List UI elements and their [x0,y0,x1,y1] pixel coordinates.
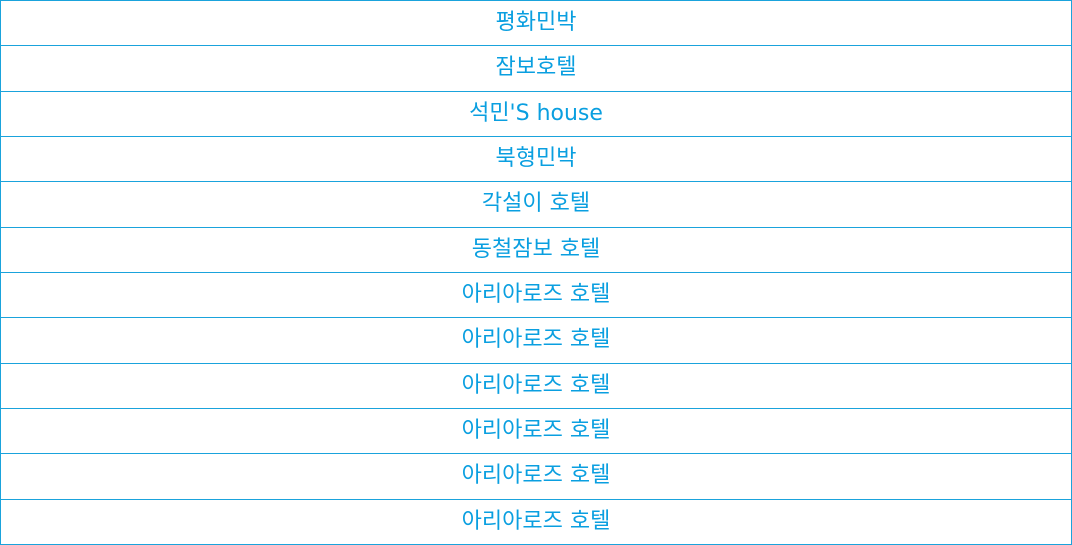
list-item[interactable]: 잠보호텔 [1,46,1071,92]
list-item-label: 아리아로즈 호텔 [461,418,611,444]
list-item-label: 아리아로즈 호텔 [461,508,611,534]
list-item-label: 아리아로즈 호텔 [461,327,611,353]
list-item[interactable]: 아리아로즈 호텔 [1,318,1071,364]
list-item-label: 평화민박 [495,10,577,36]
list-item-label: 잠보호텔 [495,55,577,81]
list-item[interactable]: 북형민박 [1,137,1071,183]
list-item-label: 아리아로즈 호텔 [461,282,611,308]
list-item-label: 각설이 호텔 [481,191,591,217]
list-item[interactable]: 아리아로즈 호텔 [1,500,1071,545]
list-item[interactable]: 각설이 호텔 [1,182,1071,228]
list-item-label: 동철잠보 호텔 [471,236,601,262]
list-item[interactable]: 동철잠보 호텔 [1,228,1071,273]
list-item[interactable]: 아리아로즈 호텔 [1,454,1071,500]
list-item[interactable]: 평화민박 [1,1,1071,47]
list-item[interactable]: 석민'S house [1,92,1071,137]
list-item-label: 아리아로즈 호텔 [461,372,611,398]
list-item[interactable]: 아리아로즈 호텔 [1,364,1071,409]
list-item[interactable]: 아리아로즈 호텔 [1,273,1071,319]
list-item[interactable]: 아리아로즈 호텔 [1,409,1071,455]
list-item-label: 석민'S house [469,100,603,126]
list-item-label: 아리아로즈 호텔 [461,463,611,489]
list-item-label: 북형민박 [495,146,577,172]
